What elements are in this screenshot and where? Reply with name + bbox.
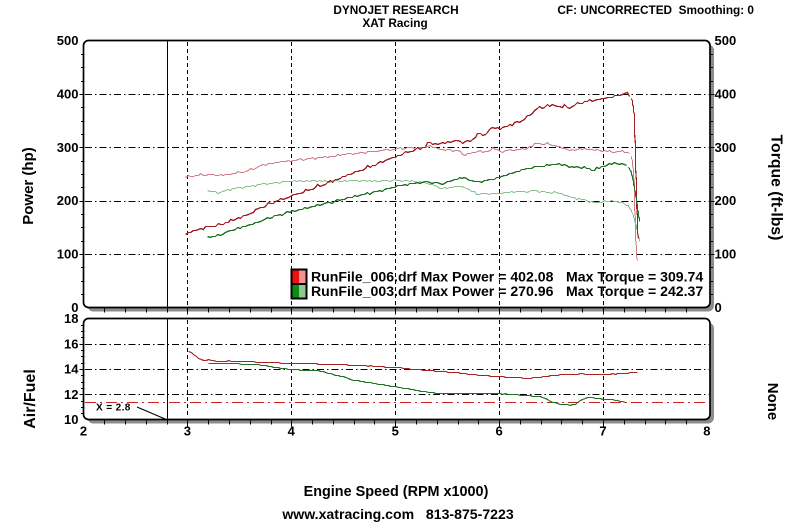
svg-text:14: 14 <box>64 362 79 377</box>
svg-text:X = 2.8: X = 2.8 <box>96 403 131 414</box>
svg-text:16: 16 <box>64 336 78 351</box>
svg-text:CF: UNCORRECTED Smoothing: 0: CF: UNCORRECTED Smoothing: 0 <box>557 3 754 17</box>
svg-text:10: 10 <box>64 412 78 427</box>
svg-text:XAT Racing: XAT Racing <box>362 16 427 30</box>
svg-text:Max Torque = 309.74: Max Torque = 309.74 <box>566 269 703 285</box>
svg-text:400: 400 <box>715 86 737 101</box>
svg-text:DYNOJET RESEARCH: DYNOJET RESEARCH <box>333 3 458 17</box>
svg-text:Max Torque = 242.37: Max Torque = 242.37 <box>566 283 703 299</box>
svg-text:5: 5 <box>392 424 399 439</box>
svg-text:12: 12 <box>64 387 78 402</box>
svg-text:0: 0 <box>71 300 78 315</box>
svg-text:RunFile_003.drf Max Power = 27: RunFile_003.drf Max Power = 270.96 <box>311 283 554 299</box>
svg-text:300: 300 <box>715 140 737 155</box>
svg-text:18: 18 <box>64 311 78 326</box>
svg-text:0: 0 <box>715 300 722 315</box>
svg-text:Engine Speed (RPM x1000): Engine Speed (RPM x1000) <box>304 484 489 500</box>
svg-text:500: 500 <box>57 33 79 48</box>
svg-text:None: None <box>764 383 781 421</box>
svg-text:2: 2 <box>80 424 87 439</box>
svg-text:8: 8 <box>703 424 710 439</box>
svg-text:Torque (ft-lbs): Torque (ft-lbs) <box>768 135 785 241</box>
svg-text:www.xatracing.com 813-875-72: www.xatracing.com 813-875-7223 <box>281 506 514 522</box>
svg-text:Power (hp): Power (hp) <box>20 147 37 225</box>
svg-text:6: 6 <box>495 424 502 439</box>
svg-text:100: 100 <box>715 247 737 262</box>
svg-text:4: 4 <box>288 424 296 439</box>
svg-text:Air/Fuel: Air/Fuel <box>22 369 39 429</box>
svg-text:RunFile_006.drf Max Power = 40: RunFile_006.drf Max Power = 402.08 <box>311 269 554 285</box>
svg-text:100: 100 <box>57 247 79 262</box>
svg-text:3: 3 <box>184 424 191 439</box>
svg-text:200: 200 <box>715 193 737 208</box>
svg-text:400: 400 <box>57 86 79 101</box>
svg-text:7: 7 <box>599 424 606 439</box>
svg-text:200: 200 <box>57 193 79 208</box>
svg-text:300: 300 <box>57 140 79 155</box>
svg-text:500: 500 <box>715 33 737 48</box>
